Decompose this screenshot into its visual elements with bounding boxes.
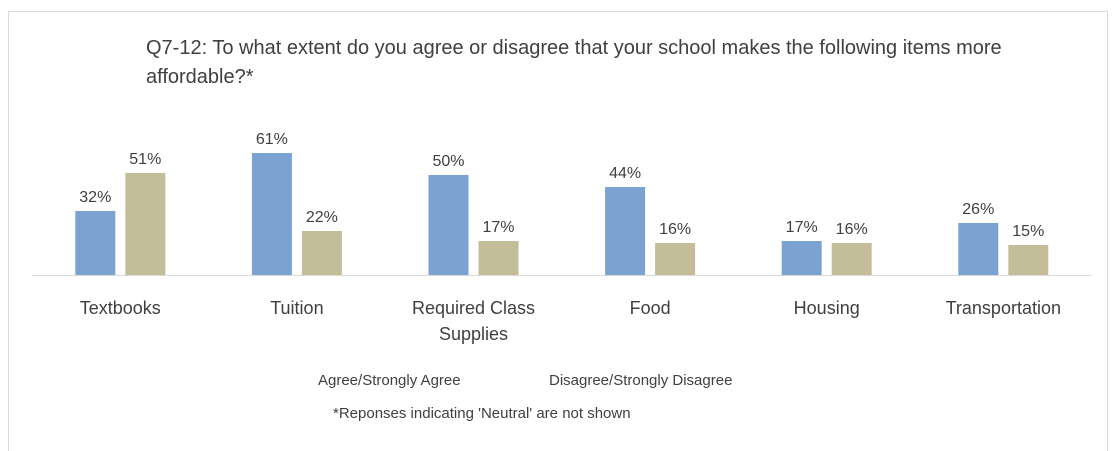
bar-agree-1 xyxy=(251,153,292,275)
bar-agree-2 xyxy=(428,175,469,275)
category-label-4: Housing xyxy=(794,298,860,318)
data-label-disagree-1: 22% xyxy=(306,209,338,226)
data-label-disagree-5: 15% xyxy=(1012,223,1044,240)
bar-agree-4 xyxy=(781,241,822,275)
chart-legend: Agree/Strongly Agree Disagree/Strongly D… xyxy=(0,372,1117,394)
category-label-0: Textbooks xyxy=(80,298,161,318)
chart-frame xyxy=(8,11,1108,451)
data-label-agree-5: 26% xyxy=(962,201,994,218)
category-label-1: Tuition xyxy=(270,298,323,318)
data-label-agree-4: 17% xyxy=(786,219,818,236)
bar-disagree-5 xyxy=(1008,245,1049,275)
bar-agree-5 xyxy=(958,223,999,275)
data-label-agree-3: 44% xyxy=(609,165,641,182)
category-label-3: Food xyxy=(630,298,671,318)
data-label-disagree-4: 16% xyxy=(836,221,868,238)
bar-disagree-3 xyxy=(655,243,696,275)
category-label-5: Transportation xyxy=(946,298,1061,318)
data-label-agree-0: 32% xyxy=(79,189,111,206)
data-label-disagree-0: 51% xyxy=(129,151,161,168)
bar-agree-3 xyxy=(605,187,646,275)
legend-item-disagree: Disagree/Strongly Disagree xyxy=(549,372,733,389)
bar-disagree-4 xyxy=(831,243,872,275)
bar-disagree-1 xyxy=(301,231,342,275)
legend-item-agree: Agree/Strongly Agree xyxy=(318,372,461,389)
data-label-disagree-2: 17% xyxy=(482,219,514,236)
data-label-agree-2: 50% xyxy=(432,153,464,170)
bar-disagree-2 xyxy=(478,241,519,275)
chart-title: Q7-12: To what extent do you agree or di… xyxy=(146,37,1002,88)
data-label-disagree-3: 16% xyxy=(659,221,691,238)
data-label-agree-1: 61% xyxy=(256,131,288,148)
category-label-2: Required Class Supplies xyxy=(412,298,535,344)
chart-footnote: *Reponses indicating 'Neutral' are not s… xyxy=(333,405,631,422)
bar-disagree-0 xyxy=(125,173,166,275)
bar-agree-0 xyxy=(75,211,116,275)
chart-plot: 32% 51% Textbooks 61% 22% Tuition 50% 17% Requir… xyxy=(32,131,1092,344)
